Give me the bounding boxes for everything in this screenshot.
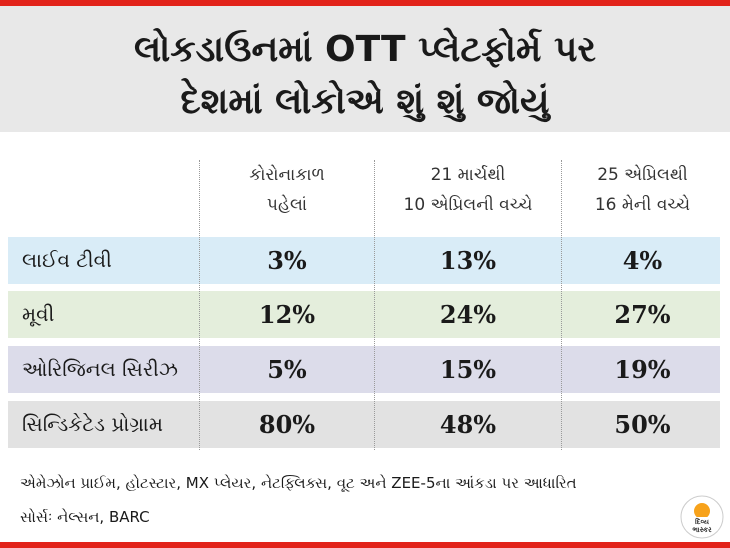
column-header-apr-may: 25 એપ્રિલથી 16 મેની વચ્ચે [565,160,720,230]
column-header-line1: 25 એપ્રિલથી [597,165,688,185]
logo-text-top: દિવ્ય [695,517,709,526]
title-line-1: લોકડાઉનમાં OTT પ્લેટફોર્મ પર [134,29,596,70]
footnote-source-platforms: એમેઝોન પ્રાઈમ, હોટસ્ટાર, MX પ્લેયર, નેટફ… [20,474,577,492]
row-label: ઓરિજિનલ સિરીઝ [22,357,178,381]
column-header-mar-apr: 21 માર્ચથી 10 એપ્રિલની વચ્ચે [378,160,558,230]
table-cell: 12% [258,300,316,329]
column-divider [561,160,562,450]
table-cell: 48% [439,410,497,439]
table-cell: 50% [614,410,671,439]
logo-text-bottom: ભાસ્કર [692,526,712,534]
row-label: લાઈવ ટીવી [22,248,112,272]
column-divider [374,160,375,450]
table-row-movie: મૂવી 12% 24% 27% [8,291,720,338]
column-header-line1: કોરોનાકાળ [249,165,325,185]
column-header-line1: 21 માર્ચથી [430,165,506,185]
table-cell: 80% [258,410,316,439]
column-header-line2: પહેલાં [266,195,308,215]
table-cell: 24% [439,300,497,329]
table-row-original-series: ઓરિજિનલ સિરીઝ 5% 15% 19% [8,346,720,393]
footnote-source: સોર્સઃ નેલ્સન, BARC [20,508,150,526]
bottom-red-bar [0,542,730,548]
table-row-live-tv: લાઈવ ટીવી 3% 13% 4% [8,237,720,284]
top-red-bar [0,0,730,6]
table-cell: 13% [439,246,497,275]
table-cell: 19% [614,355,671,384]
table-cell: 4% [622,246,663,275]
table-cell: 27% [614,300,671,329]
title-banner: લોકડાઉનમાં OTT પ્લેટફોર્મ પર દેશમાં લોકો… [0,6,730,132]
table-row-syndicated-program: સિન્ડિકેટેડ પ્રોગ્રામ 80% 48% 50% [8,401,720,448]
row-label: સિન્ડિકેટેડ પ્રોગ્રામ [22,412,163,436]
column-header-before-covid: કોરોનાકાળ પહેલાં [203,160,371,230]
title-line-2: દેશમાં લોકોએ શું શું જોયું [180,81,550,122]
table-cell: 5% [267,355,307,384]
column-header-line2: 10 એપ્રિલની વચ્ચે [403,195,533,215]
column-divider [199,160,200,450]
table-cell: 3% [267,246,307,275]
column-header-line2: 16 મેની વચ્ચે [594,195,691,215]
table-cell: 15% [439,355,497,384]
divya-bhaskar-logo: દિવ્ય ભાસ્કર [680,495,724,539]
row-label: મૂવી [22,302,55,326]
